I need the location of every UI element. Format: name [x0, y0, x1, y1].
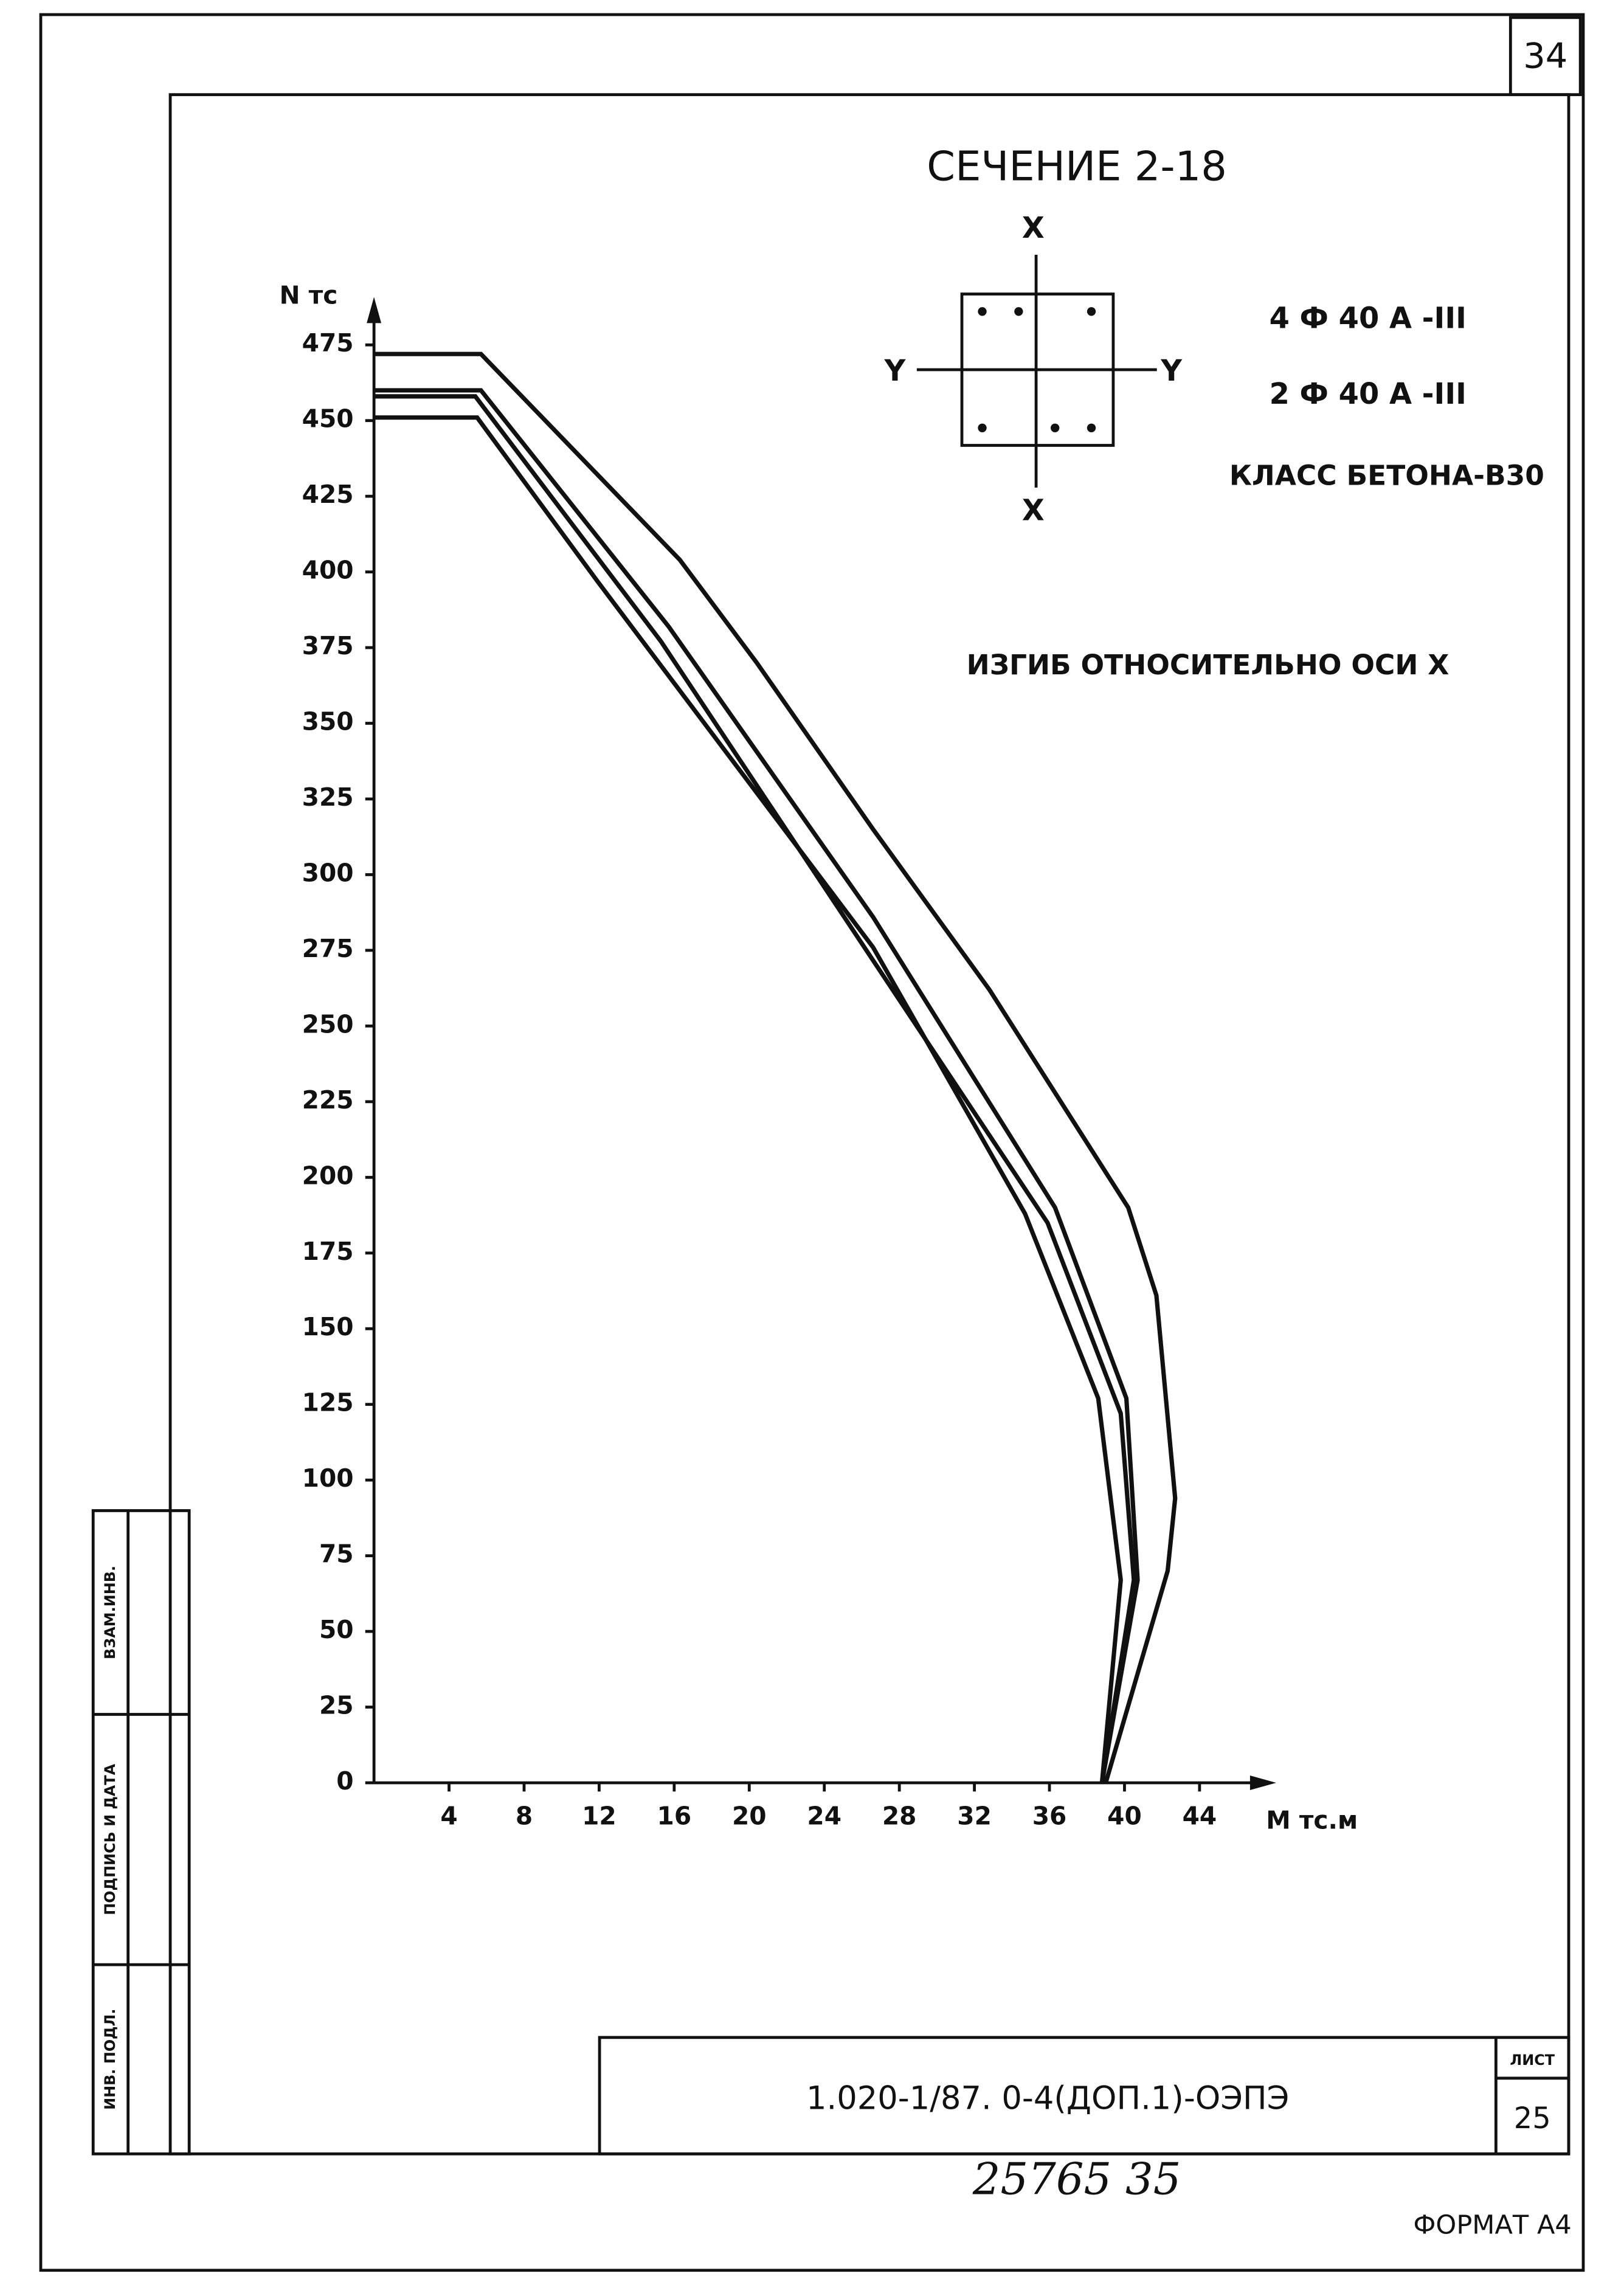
handwritten-note: 25765 35	[972, 2154, 1181, 2205]
x-axis-label: M тс.м	[1266, 1806, 1358, 1835]
y-tick-label: 0	[336, 1766, 353, 1796]
y-tick-label: 450	[302, 404, 354, 434]
rebar	[978, 307, 987, 316]
format-label: ФОРМАТ А4	[1413, 2210, 1572, 2240]
page-corner: 34	[1523, 35, 1567, 76]
x-tick-label: 36	[1032, 1801, 1067, 1830]
rebar	[978, 423, 987, 432]
rebar	[1087, 307, 1096, 316]
section-label: Y	[1160, 354, 1183, 388]
y-tick-label: 425	[302, 480, 354, 509]
y-tick-label: 225	[302, 1085, 354, 1115]
side-label: ВЗАМ.ИНВ.	[102, 1566, 119, 1659]
x-tick-label: 28	[882, 1801, 917, 1830]
section-label: X	[1022, 494, 1045, 528]
x-axis-arrow	[1249, 1775, 1276, 1790]
y-axis-label: N тс	[279, 280, 337, 309]
note: КЛАСС БЕТОНА-В30	[1229, 460, 1544, 492]
title-block	[598, 2036, 1570, 2156]
rebar	[1087, 423, 1096, 432]
x-tick-label: 44	[1183, 1801, 1217, 1830]
sheet-number: 25	[1514, 2102, 1551, 2135]
rebar	[1051, 423, 1060, 432]
x-tick-label: 12	[582, 1801, 617, 1830]
curve	[374, 394, 1136, 1783]
y-tick-label: 300	[302, 858, 354, 887]
y-tick-label: 250	[302, 1009, 354, 1039]
sheet-label: ЛИСТ	[1510, 2052, 1555, 2069]
y-tick-label: 175	[302, 1237, 354, 1266]
note: ИЗГИБ ОТНОСИТЕЛЬНО ОСИ Х	[967, 649, 1450, 681]
section-label: X	[1022, 212, 1045, 245]
y-tick-label: 75	[319, 1540, 354, 1569]
outer-border	[39, 13, 1585, 2272]
y-tick-label: 325	[302, 783, 354, 812]
y-tick-label: 350	[302, 707, 354, 736]
section-label: Y	[884, 354, 907, 388]
y-tick-label: 125	[302, 1388, 354, 1417]
y-tick-label: 200	[302, 1161, 354, 1190]
side-label: ИНВ. ПОДЛ.	[102, 2009, 119, 2110]
x-tick-label: 4	[440, 1801, 457, 1830]
y-tick-label: 375	[302, 631, 354, 660]
y-axis-arrow	[367, 297, 382, 323]
y-tick-label: 400	[302, 556, 354, 585]
section-diagram	[916, 254, 1157, 488]
curve	[374, 415, 1123, 1783]
curve	[374, 351, 1178, 1783]
side-stamp	[91, 1509, 191, 2156]
x-tick-label: 8	[516, 1801, 533, 1830]
x-tick-label: 16	[657, 1801, 692, 1830]
x-tick-label: 32	[957, 1801, 992, 1830]
y-tick-label: 100	[302, 1464, 354, 1493]
curve	[374, 388, 1140, 1783]
y-tick-label: 475	[302, 328, 354, 358]
drawing-code: 1.020-1/87. 0-4(ДОП.1)-ОЭПЭ	[806, 2080, 1289, 2117]
x-tick-label: 20	[732, 1801, 767, 1830]
side-label: ПОДПИСЬ И ДАТА	[102, 1763, 119, 1915]
corner-box	[1508, 16, 1582, 97]
y-tick-label: 150	[302, 1312, 354, 1341]
y-tick-label: 50	[319, 1615, 354, 1644]
note: 4 Ф 40 А -III	[1270, 302, 1467, 336]
note: 2 Ф 40 А -III	[1270, 378, 1467, 411]
y-tick-label: 275	[302, 934, 354, 963]
x-tick-label: 24	[807, 1801, 841, 1830]
x-tick-label: 40	[1107, 1801, 1142, 1830]
chart-title: СЕЧЕНИЕ 2-18	[927, 142, 1227, 190]
y-tick-label: 25	[319, 1691, 354, 1720]
rebar	[1014, 307, 1023, 316]
